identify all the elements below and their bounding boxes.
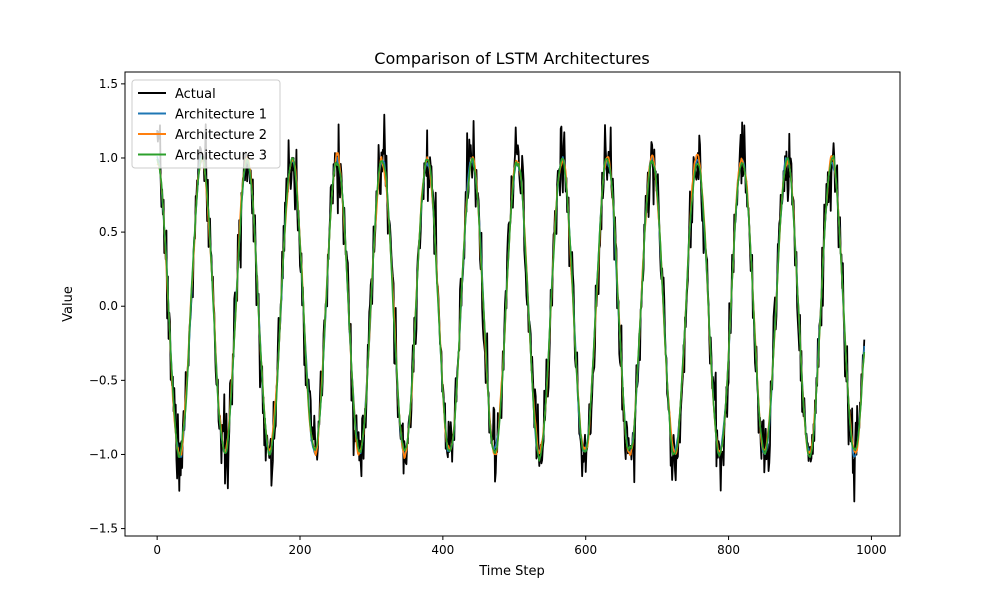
y-tick-label: 0.0 xyxy=(99,299,118,313)
x-tick-label: 0 xyxy=(153,543,161,557)
plot-area xyxy=(156,113,866,503)
legend-label: Architecture 2 xyxy=(175,128,267,143)
x-axis-label: Time Step xyxy=(478,564,545,579)
y-tick-label: 1.0 xyxy=(99,151,118,165)
x-tick-label: 400 xyxy=(431,543,454,557)
legend-label: Architecture 1 xyxy=(175,108,267,123)
y-tick-label: −1.0 xyxy=(89,447,118,461)
y-tick-label: 0.5 xyxy=(99,225,118,239)
y-axis-label: Value xyxy=(61,286,76,322)
plot-frame xyxy=(124,71,901,537)
series-line-architecture-3 xyxy=(156,154,866,462)
axes: 0 200 400 600 800 1000 −1.5 −1.0 −0.5 0.0 0.5 1.0 1.… xyxy=(89,71,901,557)
legend-label: Architecture 3 xyxy=(175,149,267,164)
chart-title: Comparison of LSTM Architectures xyxy=(374,49,649,68)
legend-label: Actual xyxy=(175,87,216,102)
series-line-actual xyxy=(156,113,866,503)
legend: Actual Architecture 1 Architecture 2 Archit… xyxy=(131,79,281,169)
x-tick-label: 800 xyxy=(717,543,740,557)
y-tick-label: −1.5 xyxy=(89,522,118,536)
x-tick-label: 1000 xyxy=(856,543,887,557)
y-tick-label: −0.5 xyxy=(89,373,118,387)
legend-box xyxy=(131,79,281,169)
y-tick-label: 1.5 xyxy=(99,77,118,91)
x-tick-label: 600 xyxy=(574,543,597,557)
x-tick-label: 200 xyxy=(289,543,312,557)
